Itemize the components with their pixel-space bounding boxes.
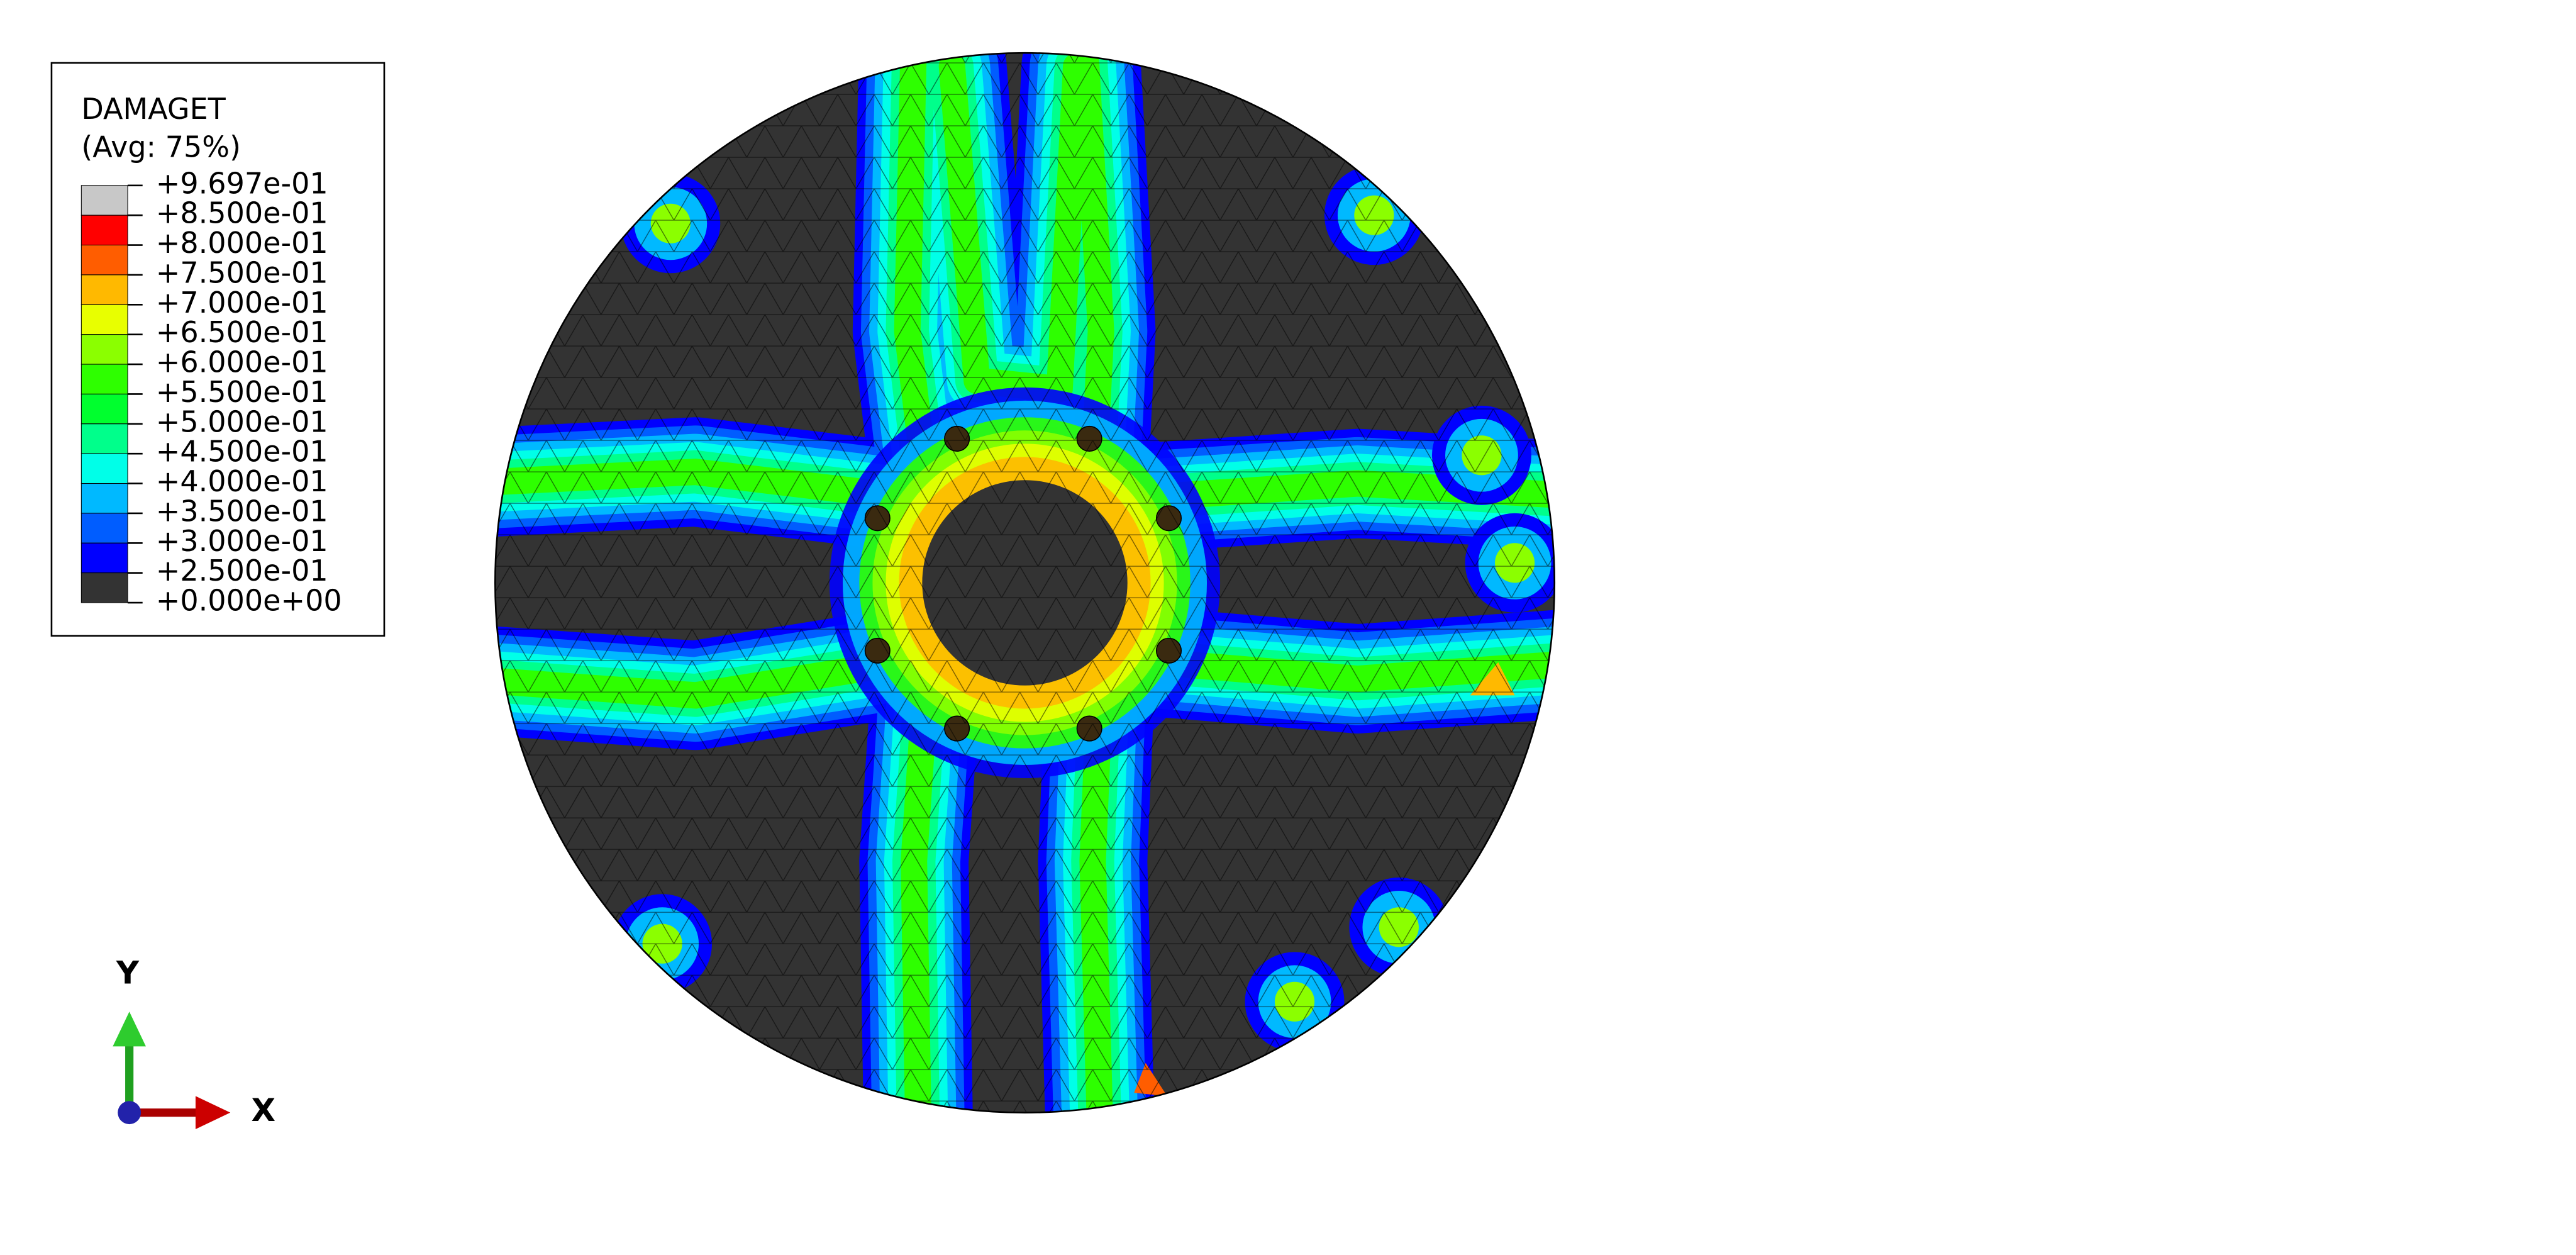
legend-label: +2.500e-01 — [156, 554, 328, 588]
legend-swatch — [80, 423, 128, 454]
x-axis-label: X — [252, 1092, 276, 1129]
legend-swatch — [80, 244, 128, 276]
legend-label: +8.500e-01 — [156, 196, 328, 230]
legend-title: DAMAGET — [81, 92, 226, 126]
legend-swatch — [80, 215, 128, 246]
legend-label: +9.697e-01 — [156, 166, 328, 200]
outline — [494, 52, 1556, 1113]
legend-label: +4.500e-01 — [156, 435, 328, 469]
axis-triad: Y X — [113, 955, 275, 1129]
legend-swatch — [80, 453, 128, 484]
legend-swatch — [80, 334, 128, 365]
legend-label: +4.000e-01 — [156, 464, 328, 498]
legend-swatch — [80, 513, 128, 544]
legend-label: +8.000e-01 — [156, 226, 328, 260]
z-axis — [118, 1101, 142, 1125]
legend-swatch — [80, 482, 128, 514]
legend-swatch — [80, 542, 128, 574]
legend: DAMAGET (Avg: 75%) +9.697e-01+8.500e-01+… — [50, 62, 386, 637]
legend-swatch — [80, 393, 128, 425]
legend-label: +3.500e-01 — [156, 494, 328, 528]
legend-label: +5.000e-01 — [156, 404, 328, 438]
legend-swatch — [80, 274, 128, 305]
legend-label: +7.500e-01 — [156, 255, 328, 289]
legend-label: +0.000e+00 — [156, 584, 342, 618]
legend-label: +6.500e-01 — [156, 315, 328, 349]
y-axis-label: Y — [116, 955, 140, 991]
legend-swatch — [80, 304, 128, 335]
legend-swatch — [80, 364, 128, 394]
mesh — [495, 53, 1555, 1113]
legend-swatch — [80, 572, 128, 603]
legend-swatch — [80, 185, 128, 216]
legend-label: +6.000e-01 — [156, 345, 328, 379]
legend-label: +3.000e-01 — [156, 524, 328, 558]
legend-subtitle: (Avg: 75%) — [81, 130, 241, 164]
legend-label: +7.000e-01 — [156, 286, 328, 320]
y-arrow-head — [113, 1012, 146, 1047]
x-arrow-head — [195, 1096, 231, 1129]
legend-label: +5.500e-01 — [156, 375, 328, 409]
contour-model — [495, 53, 1555, 1113]
